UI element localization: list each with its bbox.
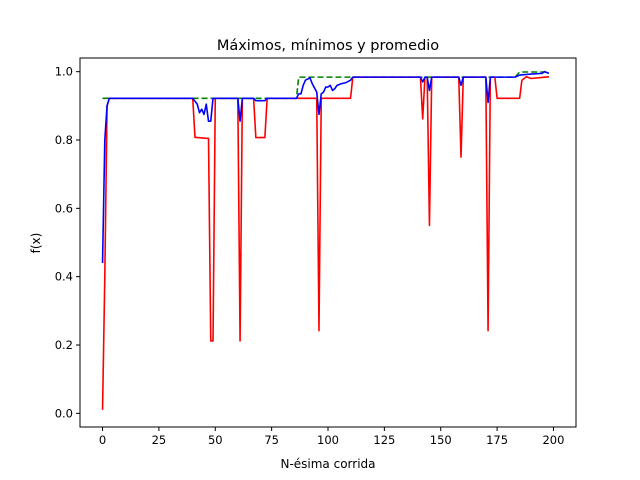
series-layer	[101, 70, 550, 410]
y-axis-label: f(x)	[29, 233, 43, 254]
chart-title: Máximos, mínimos y promedio	[217, 38, 439, 54]
x-tick-label: 25	[152, 433, 167, 447]
x-tick-label: 200	[542, 433, 564, 447]
x-tick-label: 100	[317, 433, 339, 447]
y-tick-label: 0.8	[55, 133, 73, 147]
x-tick-label: 0	[99, 433, 106, 447]
series-line-1	[102, 71, 549, 100]
y-tick-label: 0.0	[55, 406, 73, 420]
y-axis: 0.0 0.2 0.4 0.6 0.8 1.0	[55, 65, 80, 420]
series-line-3	[101, 70, 550, 264]
x-axis: 0 25 50 75 100 125 150 175 200	[99, 427, 564, 447]
y-tick-label: 0.2	[55, 338, 73, 352]
x-tick-label: 75	[264, 433, 279, 447]
y-tick-label: 0.6	[55, 201, 73, 215]
x-tick-label: 50	[208, 433, 223, 447]
y-tick-label: 1.0	[55, 65, 73, 79]
x-tick-label: 175	[486, 433, 508, 447]
y-tick-label: 0.4	[55, 270, 73, 284]
x-tick-label: 125	[373, 433, 395, 447]
x-axis-label: N-ésima corrida	[280, 457, 375, 471]
x-tick-label: 150	[430, 433, 452, 447]
